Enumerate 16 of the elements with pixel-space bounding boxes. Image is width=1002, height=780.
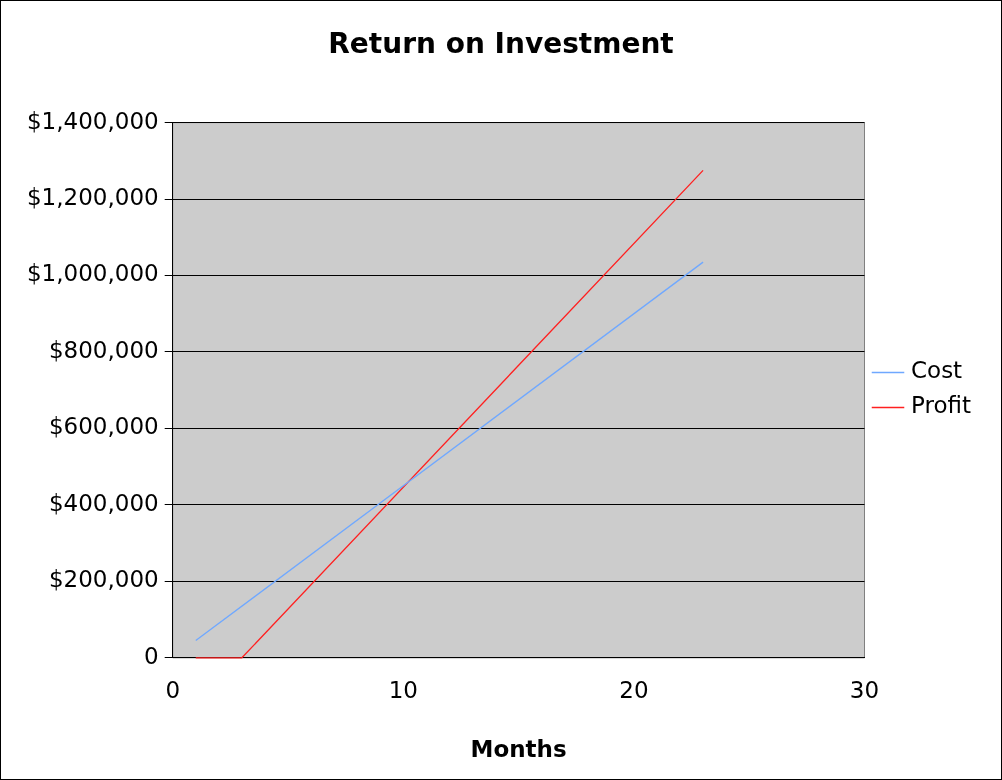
chart-title: Return on Investment [328, 27, 674, 61]
y-tick-label: $1,400,000 [26, 107, 159, 134]
y-tick-label: $600,000 [48, 413, 159, 440]
x-tick-label: 0 [165, 676, 181, 703]
y-tick-label: $1,000,000 [26, 260, 159, 287]
x-tick-label: 30 [849, 676, 880, 703]
y-tick-label: $800,000 [48, 336, 159, 363]
y-tick-label: $400,000 [48, 489, 159, 516]
x-tick-label: 10 [388, 676, 418, 703]
legend-label: Profit [911, 392, 972, 419]
x-axis-title: Months [470, 736, 567, 763]
legend-label: Cost [911, 357, 963, 384]
y-tick-label: $200,000 [48, 566, 159, 593]
y-tick-label: 0 [144, 642, 159, 669]
x-tick-label: 20 [619, 676, 649, 703]
y-tick-label: $1,200,000 [26, 184, 159, 211]
